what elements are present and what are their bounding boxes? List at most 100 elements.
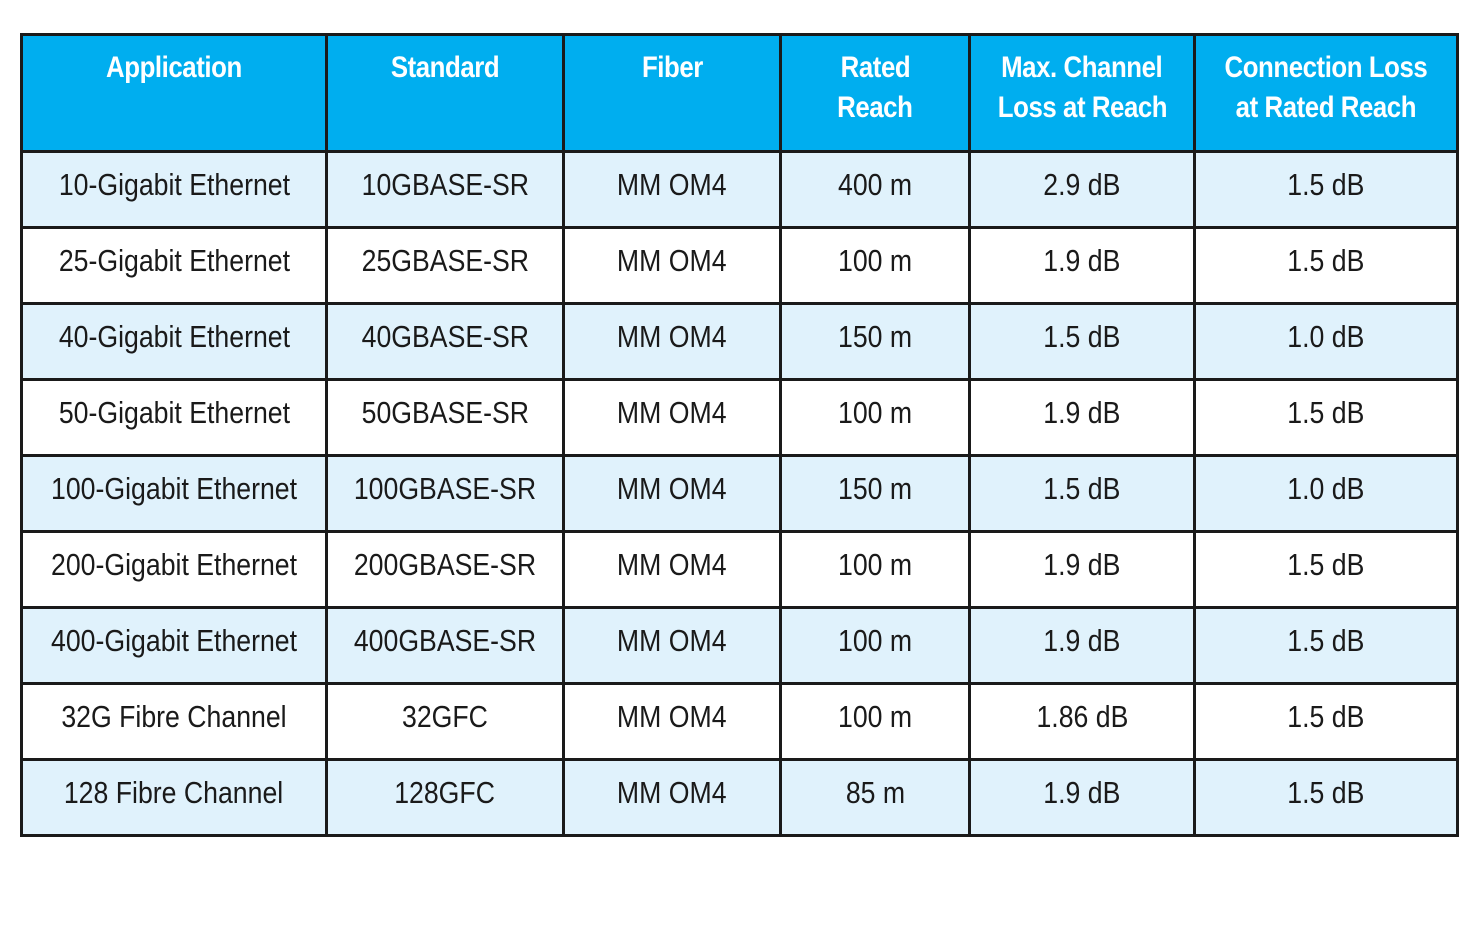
cell-application: 40-Gigabit Ethernet — [20, 302, 328, 381]
cell-connection-loss: 1.5 dB — [1193, 682, 1459, 761]
header-rated-reach-line1: Rated — [840, 51, 910, 84]
header-connection-loss-line1: Connection Loss — [1224, 51, 1428, 84]
cell-max-channel-loss: 1.9 dB — [968, 226, 1196, 305]
cell-standard-value: 32GFC — [402, 699, 488, 734]
cell-standard: 40GBASE-SR — [325, 302, 565, 381]
table-row: 32G Fibre Channel 32GFC MM OM4 100 m 1.86 dB… — [20, 682, 1459, 761]
cell-standard: 100GBASE-SR — [325, 454, 565, 533]
cell-standard-value: 25GBASE-SR — [361, 243, 529, 278]
cell-connection-loss-value: 1.5 dB — [1287, 699, 1365, 734]
header-max-channel-loss-line2: Loss at Reach — [997, 91, 1167, 124]
cell-fiber-value: MM OM4 — [617, 167, 727, 202]
cell-standard-value: 50GBASE-SR — [361, 395, 529, 430]
cell-connection-loss-value: 1.0 dB — [1287, 319, 1365, 354]
cell-rated-reach: 100 m — [779, 682, 971, 761]
cell-rated-reach: 100 m — [779, 226, 971, 305]
table-row: 50-Gigabit Ethernet 50GBASE-SR MM OM4 100 m… — [20, 378, 1459, 457]
cell-application: 25-Gigabit Ethernet — [20, 226, 328, 305]
cell-standard: 25GBASE-SR — [325, 226, 565, 305]
cell-rated-reach: 400 m — [779, 150, 971, 229]
cell-fiber-value: MM OM4 — [617, 319, 727, 354]
cell-connection-loss: 1.5 dB — [1193, 150, 1459, 229]
cell-application: 10-Gigabit Ethernet — [20, 150, 328, 229]
header-application: Application — [20, 33, 328, 153]
cell-connection-loss: 1.5 dB — [1193, 530, 1459, 609]
cell-application-value: 200-Gigabit Ethernet — [50, 547, 298, 582]
cell-rated-reach: 100 m — [779, 530, 971, 609]
cell-application-value: 10-Gigabit Ethernet — [58, 167, 290, 202]
cell-rated-reach: 150 m — [779, 454, 971, 533]
cell-fiber-value: MM OM4 — [617, 623, 727, 658]
cell-max-channel-loss-value: 1.9 dB — [1043, 395, 1121, 430]
cell-standard: 128GFC — [325, 758, 565, 837]
cell-rated-reach-value: 150 m — [837, 471, 913, 506]
cell-fiber: MM OM4 — [562, 454, 782, 533]
header-max-channel-loss-line1: Max. Channel — [1001, 51, 1163, 84]
cell-application: 50-Gigabit Ethernet — [20, 378, 328, 457]
cell-max-channel-loss-value: 1.9 dB — [1043, 547, 1121, 582]
table-header: Application Standard Fiber Rated Reach Ma… — [20, 33, 1459, 153]
cell-fiber-value: MM OM4 — [617, 775, 727, 810]
cell-fiber: MM OM4 — [562, 302, 782, 381]
cell-fiber: MM OM4 — [562, 606, 782, 685]
cell-rated-reach: 150 m — [779, 302, 971, 381]
cell-connection-loss-value: 1.0 dB — [1287, 471, 1365, 506]
cell-standard: 32GFC — [325, 682, 565, 761]
cell-max-channel-loss: 1.86 dB — [968, 682, 1196, 761]
cell-standard-value: 400GBASE-SR — [353, 623, 537, 658]
cell-rated-reach: 85 m — [779, 758, 971, 837]
cell-max-channel-loss-value: 2.9 dB — [1043, 167, 1121, 202]
cell-rated-reach-value: 100 m — [837, 623, 913, 658]
cell-standard: 50GBASE-SR — [325, 378, 565, 457]
cell-rated-reach-value: 150 m — [837, 319, 913, 354]
table-body: 10-Gigabit Ethernet 10GBASE-SR MM OM4 400 m… — [20, 150, 1459, 837]
cell-connection-loss-value: 1.5 dB — [1287, 623, 1365, 658]
cell-application: 400-Gigabit Ethernet — [20, 606, 328, 685]
cell-application: 100-Gigabit Ethernet — [20, 454, 328, 533]
header-row: Application Standard Fiber Rated Reach Ma… — [20, 33, 1459, 153]
cell-rated-reach-value: 100 m — [837, 243, 913, 278]
cell-connection-loss: 1.0 dB — [1193, 302, 1459, 381]
header-connection-loss-line2: at Rated Reach — [1235, 91, 1417, 124]
table-row: 40-Gigabit Ethernet 40GBASE-SR MM OM4 150 m… — [20, 302, 1459, 381]
cell-application-value: 40-Gigabit Ethernet — [58, 319, 290, 354]
cell-rated-reach-value: 100 m — [837, 699, 913, 734]
cell-application-value: 50-Gigabit Ethernet — [58, 395, 290, 430]
cell-max-channel-loss: 1.5 dB — [968, 454, 1196, 533]
header-standard-label: Standard — [390, 51, 500, 84]
cell-standard-value: 10GBASE-SR — [361, 167, 529, 202]
cell-connection-loss-value: 1.5 dB — [1287, 395, 1365, 430]
cell-fiber-value: MM OM4 — [617, 471, 727, 506]
cell-application-value: 100-Gigabit Ethernet — [50, 471, 298, 506]
cell-standard-value: 128GFC — [394, 775, 496, 810]
cell-application-value: 25-Gigabit Ethernet — [58, 243, 290, 278]
cell-rated-reach-value: 85 m — [845, 775, 905, 810]
cell-max-channel-loss-value: 1.5 dB — [1043, 471, 1121, 506]
header-rated-reach: Rated Reach — [779, 33, 971, 153]
header-standard: Standard — [325, 33, 565, 153]
cell-application-value: 128 Fibre Channel — [64, 775, 284, 810]
cell-connection-loss-value: 1.5 dB — [1287, 775, 1365, 810]
cell-standard-value: 100GBASE-SR — [353, 471, 537, 506]
cell-fiber: MM OM4 — [562, 530, 782, 609]
header-fiber: Fiber — [562, 33, 782, 153]
cell-rated-reach-value: 100 m — [837, 395, 913, 430]
table-row: 128 Fibre Channel 128GFC MM OM4 85 m 1.9 dB 1… — [20, 758, 1459, 837]
cell-standard-value: 40GBASE-SR — [361, 319, 529, 354]
cell-application: 200-Gigabit Ethernet — [20, 530, 328, 609]
cell-fiber: MM OM4 — [562, 758, 782, 837]
cell-max-channel-loss-value: 1.9 dB — [1043, 623, 1121, 658]
table-row: 10-Gigabit Ethernet 10GBASE-SR MM OM4 400 m… — [20, 150, 1459, 229]
cell-application-value: 32G Fibre Channel — [61, 699, 287, 734]
cell-rated-reach-value: 400 m — [837, 167, 913, 202]
cell-standard: 10GBASE-SR — [325, 150, 565, 229]
table-row: 200-Gigabit Ethernet 200GBASE-SR MM OM4 100… — [20, 530, 1459, 609]
table-wrapper: Application Standard Fiber Rated Reach Ma… — [20, 33, 1459, 837]
cell-max-channel-loss: 1.5 dB — [968, 302, 1196, 381]
cell-fiber-value: MM OM4 — [617, 699, 727, 734]
cell-fiber-value: MM OM4 — [617, 243, 727, 278]
fiber-standards-table: Application Standard Fiber Rated Reach Ma… — [20, 33, 1459, 837]
cell-max-channel-loss: 1.9 dB — [968, 606, 1196, 685]
cell-max-channel-loss-value: 1.9 dB — [1043, 243, 1121, 278]
header-application-label: Application — [106, 51, 242, 84]
